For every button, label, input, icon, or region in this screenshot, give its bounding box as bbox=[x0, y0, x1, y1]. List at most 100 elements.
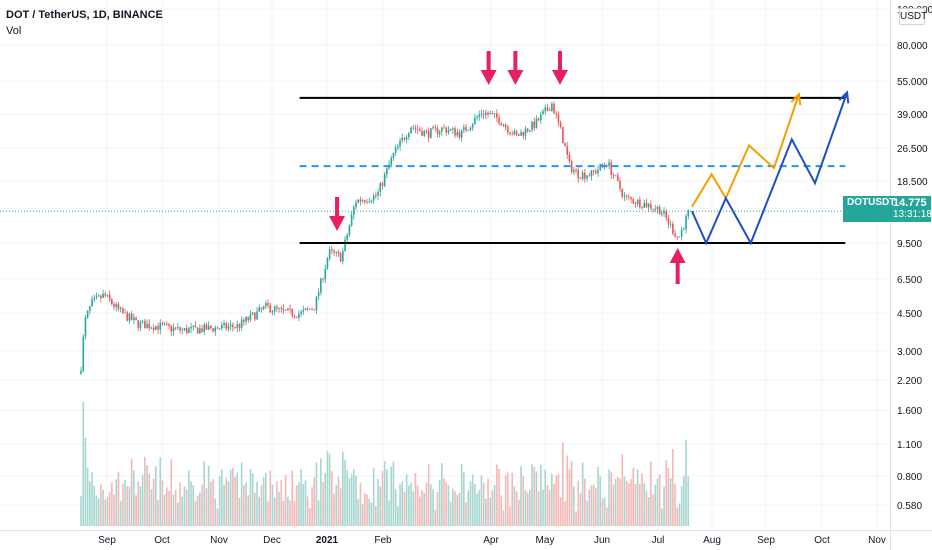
volume-bar bbox=[117, 471, 120, 526]
candle-body bbox=[491, 113, 494, 115]
volume-bar bbox=[502, 510, 505, 526]
volume-bar bbox=[392, 461, 395, 526]
volume-bar bbox=[432, 489, 434, 526]
volume-bar bbox=[161, 480, 164, 526]
volume-bar bbox=[656, 478, 659, 526]
candle-body bbox=[328, 249, 331, 259]
volume-bar bbox=[408, 485, 410, 526]
volume-bar bbox=[95, 495, 98, 526]
volume-bar bbox=[309, 508, 311, 526]
candle-body bbox=[434, 127, 437, 129]
candle-body bbox=[456, 132, 459, 136]
volume-bar bbox=[667, 467, 670, 526]
volume-bar bbox=[247, 495, 250, 526]
candle-body bbox=[225, 323, 228, 329]
candle-body bbox=[570, 161, 573, 173]
volume-bar bbox=[452, 488, 454, 526]
candle-body bbox=[291, 308, 294, 316]
candle-body bbox=[298, 314, 300, 318]
candle-body bbox=[89, 306, 91, 312]
volume-bar bbox=[108, 492, 111, 526]
price-tag-countdown: 13:31:18 bbox=[893, 209, 932, 220]
volume-bar bbox=[144, 456, 146, 526]
candle-body bbox=[188, 328, 190, 334]
volume-bar bbox=[368, 498, 371, 526]
volume-bar bbox=[124, 479, 126, 526]
volume-bar bbox=[636, 469, 639, 526]
candle-body bbox=[447, 130, 450, 133]
candle-body bbox=[652, 208, 654, 210]
down-arrow-head bbox=[507, 70, 524, 85]
volume-bar bbox=[267, 501, 269, 526]
volume-bar bbox=[207, 465, 210, 526]
candle-body bbox=[185, 328, 188, 334]
candle-body bbox=[155, 325, 157, 330]
candle-body bbox=[243, 319, 245, 322]
candle-body bbox=[148, 323, 151, 329]
volume-bar bbox=[256, 482, 258, 526]
volume-bar bbox=[478, 490, 481, 526]
candle-body bbox=[606, 165, 608, 167]
volume-bar bbox=[302, 484, 305, 526]
candle-body bbox=[628, 196, 630, 198]
volume-bar bbox=[80, 496, 82, 526]
down-arrow-head bbox=[480, 70, 497, 85]
volume-bar bbox=[214, 498, 217, 526]
y-tick-label: 9.500 bbox=[897, 239, 922, 250]
volume-bar bbox=[405, 474, 408, 526]
volume-bar bbox=[190, 481, 192, 526]
candle-body bbox=[401, 137, 404, 141]
candle-body bbox=[529, 130, 531, 132]
volume-bar bbox=[359, 482, 362, 526]
volume-bar bbox=[203, 461, 206, 526]
candle-body bbox=[625, 195, 628, 197]
volume-bar bbox=[210, 481, 212, 526]
candle-body bbox=[166, 323, 168, 325]
candle-body bbox=[654, 209, 657, 210]
volume-bar bbox=[491, 490, 494, 526]
x-tick-label: Dec bbox=[263, 535, 281, 546]
candle-body bbox=[221, 324, 223, 329]
volume-bar bbox=[529, 489, 531, 526]
volume-bar bbox=[331, 471, 333, 526]
candle-body bbox=[478, 114, 481, 117]
candle-body bbox=[511, 133, 514, 135]
y-tick-label: 1.600 bbox=[897, 406, 922, 417]
candle-body bbox=[379, 183, 382, 192]
candle-body bbox=[634, 203, 637, 205]
candle-body bbox=[619, 180, 621, 189]
candle-body bbox=[535, 118, 538, 128]
volume-bar bbox=[232, 467, 234, 526]
down-arrow-head bbox=[551, 70, 568, 85]
volume-bar bbox=[353, 469, 355, 526]
candle-body bbox=[647, 204, 650, 208]
candle-body bbox=[280, 308, 283, 309]
candle-body bbox=[324, 268, 327, 280]
volume-bar bbox=[496, 464, 498, 526]
candle-body bbox=[542, 111, 544, 115]
volume-bar bbox=[610, 471, 613, 526]
candle-body bbox=[102, 293, 104, 298]
volume-bar bbox=[201, 484, 203, 526]
candle-body bbox=[86, 311, 89, 318]
candle-body bbox=[172, 327, 175, 332]
candle-body bbox=[139, 321, 142, 328]
volume-indicator-label[interactable]: Vol bbox=[6, 25, 22, 37]
symbol-title[interactable]: DOT / TetherUS, 1D, BINANCE bbox=[6, 9, 163, 21]
candle-body bbox=[463, 127, 465, 130]
candle-body bbox=[284, 310, 287, 311]
volume-bar bbox=[553, 483, 555, 526]
volume-bar bbox=[471, 474, 474, 526]
volume-bar bbox=[157, 500, 159, 526]
volume-bar bbox=[658, 474, 661, 526]
candle-body bbox=[639, 199, 641, 208]
candle-body bbox=[674, 233, 676, 237]
y-tick-label: 6.500 bbox=[897, 275, 922, 286]
currency-badge[interactable]: USDT bbox=[899, 8, 927, 25]
y-tick-label: 39.000 bbox=[897, 110, 928, 121]
candle-body bbox=[496, 113, 498, 118]
candle-body bbox=[584, 172, 586, 179]
candle-body bbox=[562, 126, 564, 144]
